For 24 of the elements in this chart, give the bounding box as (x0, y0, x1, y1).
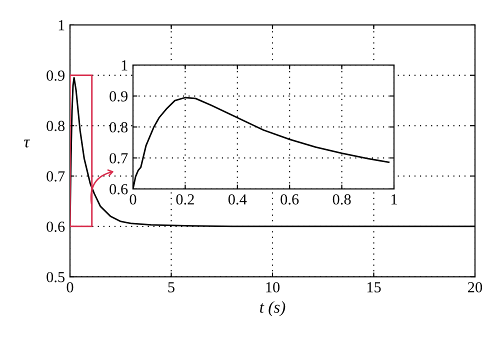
y-tick-label: 0.8 (46, 120, 65, 132)
y-tick-label: 0.5 (46, 272, 65, 282)
x-axis-title: t (s) (260, 301, 286, 316)
y-tick-label: 0.6 (46, 222, 65, 232)
y-tick-label: 0.7 (110, 153, 128, 164)
y-tick-label: 0.7 (46, 171, 65, 182)
y-tick-label: 0.6 (110, 184, 128, 194)
x-tick-label: 0.2 (176, 194, 194, 205)
y-tick-label: 1 (58, 20, 64, 30)
x-tick-label: 0.4 (228, 194, 247, 205)
x-tick-label: 20 (468, 282, 482, 292)
x-tick-label: 1 (392, 194, 397, 204)
x-tick-label: 10 (266, 282, 280, 292)
x-tick-label: 0.8 (332, 194, 351, 205)
y-tick-label: 0.9 (110, 91, 128, 102)
y-axis-title: τ (24, 140, 30, 148)
y-tick-label: 0.9 (46, 70, 65, 81)
y-tick-label: 1 (122, 60, 128, 70)
x-tick-label: 0.6 (280, 194, 299, 205)
y-tick-label: 0.8 (110, 122, 128, 132)
x-tick-label: 15 (367, 282, 381, 292)
x-tick-label: 0 (130, 194, 136, 205)
x-tick-label: 5 (168, 282, 174, 292)
x-tick-label: 0 (66, 282, 74, 292)
